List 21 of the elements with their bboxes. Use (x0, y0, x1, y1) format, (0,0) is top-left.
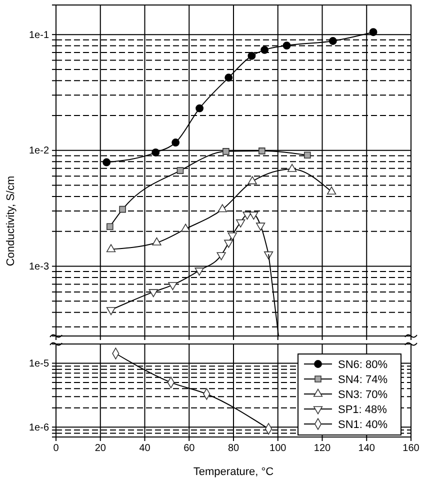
x-axis-title: Temperature, °C (193, 466, 274, 478)
x-tick-label: 120 (314, 443, 332, 454)
x-tick-label: 0 (53, 443, 60, 454)
y-tick-label: 1e-3 (28, 261, 50, 272)
x-tick-label: 60 (184, 443, 196, 454)
x-tick-label: 20 (94, 443, 106, 454)
legend-label: SN4: 74% (338, 374, 388, 386)
legend-label: SP1: 48% (338, 404, 388, 416)
legend-label: SN6: 80% (338, 359, 388, 371)
x-tick-label: 100 (270, 443, 287, 454)
x-tick-label: 160 (402, 443, 420, 454)
y-tick-label: 1e-2 (28, 146, 50, 157)
y-tick-label: 1e-6 (28, 422, 50, 434)
y-tick-label: 1e-1 (28, 30, 50, 41)
y-axis-title: Conductivity, S/cm (5, 176, 17, 266)
y-tick-label: 1e-5 (28, 358, 50, 370)
legend-label: SN1: 40% (338, 419, 388, 431)
x-tick-label: 140 (358, 443, 376, 454)
x-tick-label: 40 (139, 443, 151, 454)
legend-label: SN3: 70% (338, 389, 388, 401)
x-tick-label: 80 (228, 443, 240, 454)
